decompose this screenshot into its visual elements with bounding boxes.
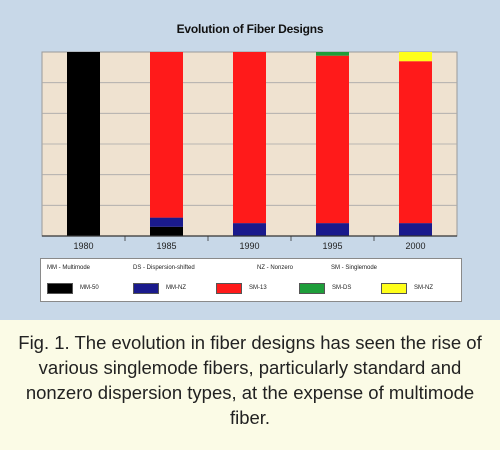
x-axis: 1980 1985 1990 1995 2000 (42, 235, 457, 251)
bar-1995-mm-nz (316, 223, 349, 236)
chart-figure: Evolution of Fiber Designs 1980 1985 1990 1… (40, 22, 462, 302)
legend-key-nz: NZ - Nonzero (257, 265, 294, 271)
bar-2000-sm-13 (399, 61, 432, 224)
legend-label-sm-13: SM-13 (249, 285, 267, 291)
figure-caption: Fig. 1. The evolution in fiber designs h… (18, 332, 482, 428)
x-tick-label: 1980 (73, 241, 93, 251)
legend-swatch-sm-13 (216, 283, 242, 294)
legend-swatch-sm-nz (381, 283, 407, 294)
x-tick-label: 1995 (322, 241, 342, 251)
legend-key-sm: SM - Singlemode (331, 265, 378, 271)
bar-1990-mm-nz (233, 223, 266, 236)
bar-2000-mm-nz (399, 223, 432, 236)
legend-swatch-sm-ds (299, 283, 325, 294)
legend: MM - Multimode DS - Dispersion-shifted N… (40, 258, 462, 302)
x-tick-label: 2000 (405, 241, 425, 251)
legend-label-mm-50: MM-50 (80, 285, 99, 291)
bar-1990-sm-13 (233, 52, 266, 224)
bar-1980-mm-50 (67, 52, 100, 236)
x-tick-label: 1985 (156, 241, 176, 251)
chart-title: Evolution of Fiber Designs (176, 22, 324, 36)
bar-1985-sm-13 (150, 52, 183, 218)
legend-key-mm: MM - Multimode (47, 265, 91, 271)
legend-label-sm-nz: SM-NZ (414, 285, 433, 291)
legend-label-sm-ds: SM-DS (332, 285, 352, 291)
figure-caption-box: Fig. 1. The evolution in fiber designs h… (0, 320, 500, 450)
stacked-bar-chart: 1980 1985 1990 1995 2000 (41, 51, 458, 251)
legend-swatch-mm-nz (133, 283, 159, 294)
legend-label-mm-nz: MM-NZ (166, 285, 186, 291)
bar-1995-sm-ds (316, 52, 349, 56)
bar-1985-mm-nz (150, 217, 183, 227)
legend-swatch-mm-50 (47, 283, 73, 294)
bar-2000-sm-nz (399, 52, 432, 62)
x-tick-label: 1990 (239, 241, 259, 251)
bar-1985-mm-50 (150, 226, 183, 236)
bar-1995-sm-13 (316, 55, 349, 224)
legend-key-ds: DS - Dispersion-shifted (133, 265, 195, 271)
bars (67, 52, 432, 236)
